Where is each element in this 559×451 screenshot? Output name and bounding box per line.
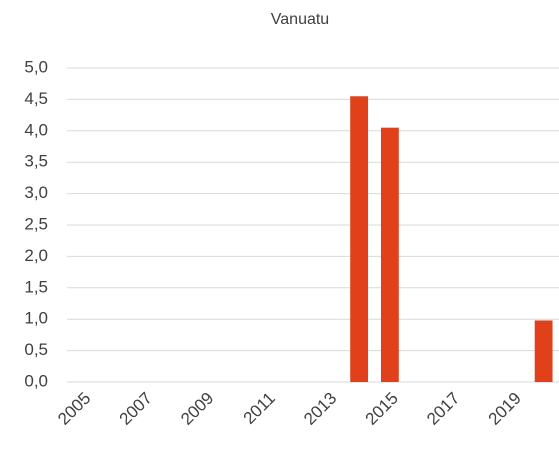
x-tick-label: 2019 [485, 389, 525, 429]
bar [350, 96, 369, 382]
x-tick-label: 2005 [54, 389, 94, 429]
x-tick-label: 2017 [423, 389, 463, 429]
y-tick-label: 0,0 [24, 371, 48, 390]
y-tick-label: 2,5 [24, 214, 48, 233]
bar [534, 320, 553, 382]
y-tick-label: 1,0 [24, 309, 48, 328]
y-tick-label: 4,0 [24, 120, 48, 139]
x-tick-label: 2013 [300, 389, 340, 429]
x-tick-label: 2011 [240, 389, 279, 428]
y-tick-label: 0,5 [24, 340, 48, 359]
x-tick-label: 2009 [177, 389, 217, 429]
chart-title: Vanuatu [271, 11, 329, 28]
y-tick-label: 3,0 [24, 183, 48, 202]
y-tick-label: 4,5 [24, 89, 48, 108]
x-tick-label: 2007 [116, 389, 156, 429]
bar [380, 127, 399, 382]
y-tick-label: 5,0 [24, 57, 48, 76]
y-tick-label: 3,5 [24, 152, 48, 171]
y-tick-label: 2,0 [24, 246, 48, 265]
y-tick-label: 1,5 [24, 277, 48, 296]
x-tick-label: 2015 [362, 389, 402, 429]
